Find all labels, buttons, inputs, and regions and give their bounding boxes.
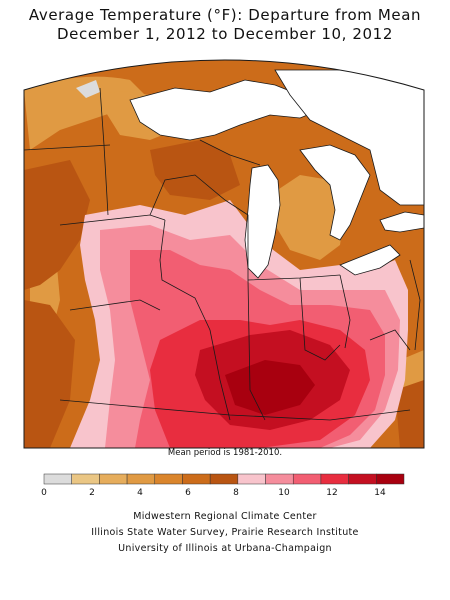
state-borders [24,87,421,421]
credit-line-1: Midwestern Regional Climate Center [133,511,317,522]
legend-swatch [154,473,183,485]
band-8-10-region-2 [150,140,240,200]
legend-swatch [237,473,266,485]
legend-tick-label: 12 [326,488,337,498]
canada-land-north [274,69,424,206]
band-15-plus-region [225,360,315,415]
legend-swatches [43,473,405,485]
temperature-departure-map [23,59,425,449]
legend-swatch [182,473,211,485]
band-4-6-region-3 [270,175,345,260]
legend-swatch [43,473,72,485]
band-0-2-region [76,80,100,98]
legend-tick-label: 0 [41,488,47,498]
lake-erie [339,244,401,276]
credit-line-2: Illinois State Water Survey, Prairie Res… [91,527,359,538]
lake-huron [299,144,371,241]
legend-swatch [265,473,294,485]
legend-swatch [376,473,405,485]
lake-michigan [244,164,281,279]
legend-tick-label: 8 [233,488,239,498]
legend-tick-label: 14 [374,488,386,498]
legend-tick-label: 10 [278,488,290,498]
map-frame [23,59,425,449]
map-title-line-2: December 1, 2012 to December 10, 2012 [57,25,393,43]
credit-line-3: University of Illinois at Urbana-Champai… [118,543,332,554]
legend-tick-label: 4 [137,488,143,498]
legend-ticks: 0 2 4 6 8 10 12 14 [41,488,386,498]
band-8-10-region [24,160,90,290]
legend-tick-label: 2 [89,488,95,498]
band-8-10-region-4 [395,380,424,448]
legend-swatch [292,473,322,485]
map-title-line-1: Average Temperature (°F): Departure from… [28,6,422,24]
lake-ontario [379,211,424,233]
lake-superior [129,79,321,141]
mean-period-note: Mean period is 1981-2010. [167,448,283,458]
color-legend: 0 2 4 6 8 10 12 14 [41,473,405,498]
legend-swatch [99,473,128,485]
legend-swatch [126,473,156,485]
legend-swatch [320,473,349,485]
legend-swatch [209,473,239,485]
legend-swatch [348,473,377,485]
legend-tick-label: 6 [185,488,191,498]
band-8-10-region-3 [24,300,75,448]
legend-swatch [71,473,100,485]
